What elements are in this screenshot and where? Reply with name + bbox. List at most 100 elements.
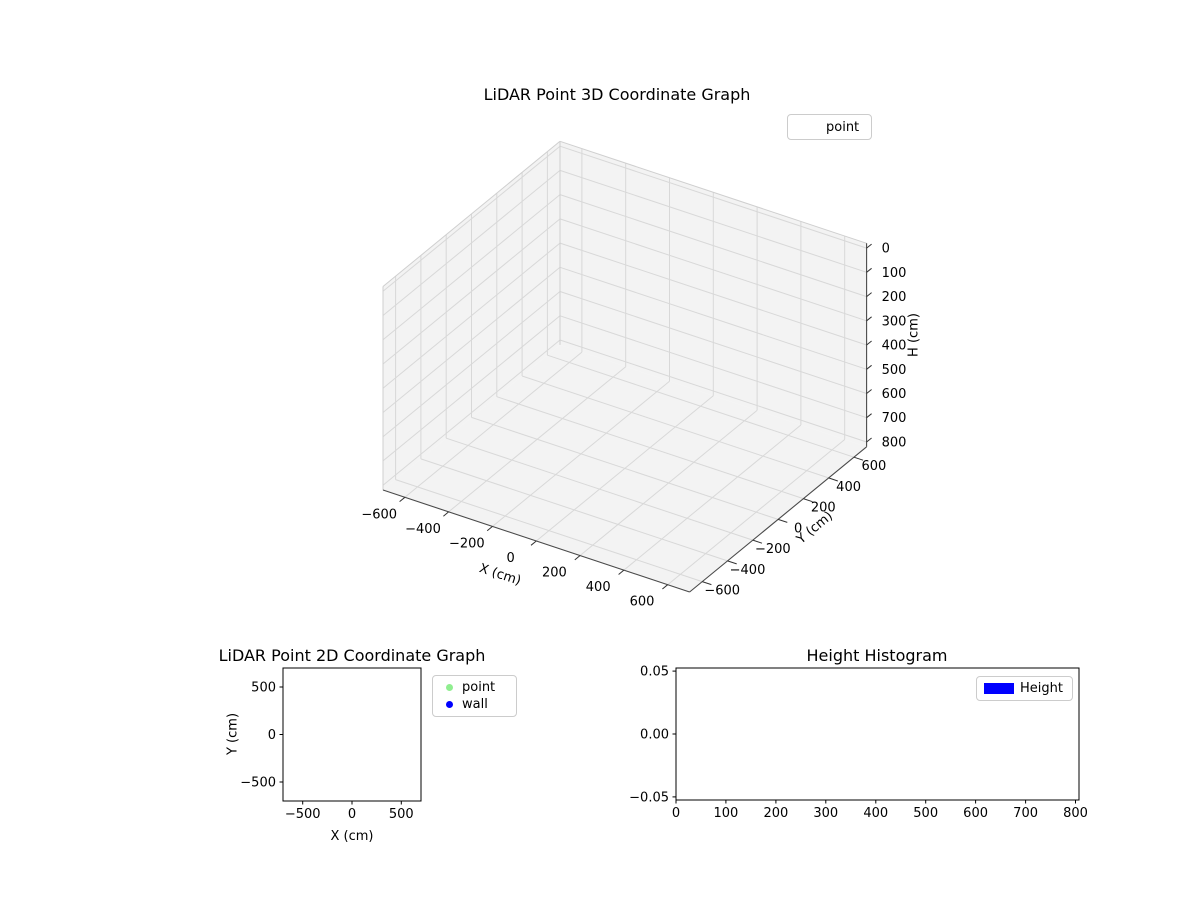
chart2d-axes: −500 0 500 −500 0 500 (240, 667, 422, 822)
x-tick-label: 0 (506, 551, 514, 566)
z-tick-label: 0 (882, 242, 890, 257)
z-tick-label: 400 (882, 339, 907, 354)
z-tick-label: 300 (882, 314, 907, 329)
x-tick-label: 800 (1063, 806, 1088, 821)
y-tick (702, 581, 712, 586)
y-tick-label: 0.00 (640, 728, 669, 743)
y-tick (828, 477, 838, 482)
y-tick (853, 456, 864, 461)
hist-title: Height Histogram (806, 646, 948, 665)
z-tick (866, 413, 872, 419)
chart2d-y-axis-label: Y (cm) (225, 712, 241, 756)
y-tick-label: 400 (836, 480, 861, 495)
height-bar-swatch-icon (984, 683, 1014, 694)
z-tick-label: 800 (882, 436, 907, 451)
x-tick-label: 500 (913, 806, 938, 821)
y-tick-label: −0.05 (629, 790, 669, 805)
axes-frame (282, 667, 422, 802)
chart2d-legend: point wall (432, 675, 517, 717)
x-tick-label: 500 (389, 807, 414, 822)
z-tick (866, 437, 872, 443)
x-tick-label: 300 (813, 806, 838, 821)
y-tick-label: 500 (251, 681, 276, 696)
z-tick-label: 700 (882, 411, 907, 426)
z-tick-label: 100 (882, 266, 907, 281)
y-gridline-floor (547, 354, 855, 458)
z-gridline-right-wall (559, 242, 867, 346)
z-tick (866, 340, 872, 346)
chart2d-legend-label-wall: wall (462, 697, 488, 712)
y-gridline-floor (446, 437, 753, 541)
z-tick-label: 500 (882, 363, 907, 378)
chart3d-z-axis-label: H (cm) (906, 313, 922, 357)
chart3d-title: LiDAR Point 3D Coordinate Graph (483, 85, 751, 104)
x-tick (662, 584, 669, 590)
x-tick-label: 200 (763, 806, 788, 821)
z-gridline-left-wall (382, 266, 561, 413)
z-gridline-left-wall (382, 194, 561, 341)
y-tick (803, 498, 813, 503)
y-tick-label: 0.05 (640, 665, 669, 680)
z-tick (866, 267, 872, 273)
x-tick (399, 496, 406, 502)
y-tick (752, 539, 763, 544)
y-gridline-floor (521, 375, 829, 479)
y-tick-label: −500 (240, 776, 276, 791)
chart2d-x-axis-label: X (cm) (330, 829, 374, 844)
z-gridline-right-wall (559, 291, 867, 394)
x-tick-label: −600 (361, 507, 397, 522)
z-gridline-right-wall (559, 315, 867, 419)
z-tick-label: 200 (882, 290, 907, 305)
x-tick-label: 100 (713, 806, 738, 821)
z-tick (866, 389, 872, 394)
y-tick-label: 600 (861, 459, 886, 474)
x-tick (574, 555, 581, 561)
z-gridline-left-wall (382, 315, 561, 462)
y-tick-label: 200 (811, 501, 836, 516)
chart3d-axes: −600−400−2000200400600−600−400−200020040… (361, 140, 907, 610)
x-tick-label: 0 (348, 807, 356, 822)
y-gridline-floor (420, 458, 728, 562)
chart2d-title: LiDAR Point 2D Coordinate Graph (218, 646, 486, 665)
x-tick (443, 511, 450, 517)
chart3d-legend: point (787, 114, 872, 140)
pane-edge (382, 140, 561, 287)
y-tick-label: 0 (794, 521, 802, 536)
y-gridline-floor (395, 479, 703, 583)
y-tick-label: −200 (755, 542, 791, 557)
x-tick-label: 400 (586, 580, 611, 595)
wall-dot-icon (446, 701, 453, 708)
chart2d-legend-entry-wall: wall (433, 697, 516, 712)
y-tick (727, 560, 737, 565)
point-dot-icon (446, 684, 453, 691)
z-gridline-right-wall (559, 339, 867, 443)
y-gridline-floor (471, 416, 779, 520)
y-tick-label: −600 (704, 584, 740, 599)
z-tick (866, 316, 872, 322)
z-gridline-right-wall (559, 169, 867, 273)
x-tick (530, 540, 537, 546)
x-tick-label: −500 (285, 807, 321, 822)
z-tick-label: 600 (882, 387, 907, 402)
z-gridline-left-wall (382, 339, 561, 486)
z-gridline-left-wall (382, 170, 561, 316)
z-tick (866, 243, 872, 249)
x-tick (618, 569, 625, 575)
x-tick (486, 526, 493, 532)
x-tick-label: −400 (405, 522, 441, 537)
z-gridline-right-wall (559, 218, 867, 322)
z-gridline-right-wall (559, 266, 867, 370)
y-tick (777, 518, 788, 523)
z-gridline-right-wall (559, 145, 867, 249)
x-tick-label: 200 (542, 566, 567, 581)
y-tick-label: 0 (268, 728, 276, 743)
x-tick-label: 600 (963, 806, 988, 821)
x-tick-label: 400 (863, 806, 888, 821)
y-tick-label: −400 (730, 563, 766, 578)
z-gridline-left-wall (382, 242, 561, 389)
z-tick (866, 292, 872, 297)
z-tick (866, 364, 872, 370)
x-tick-label: −200 (449, 537, 485, 552)
